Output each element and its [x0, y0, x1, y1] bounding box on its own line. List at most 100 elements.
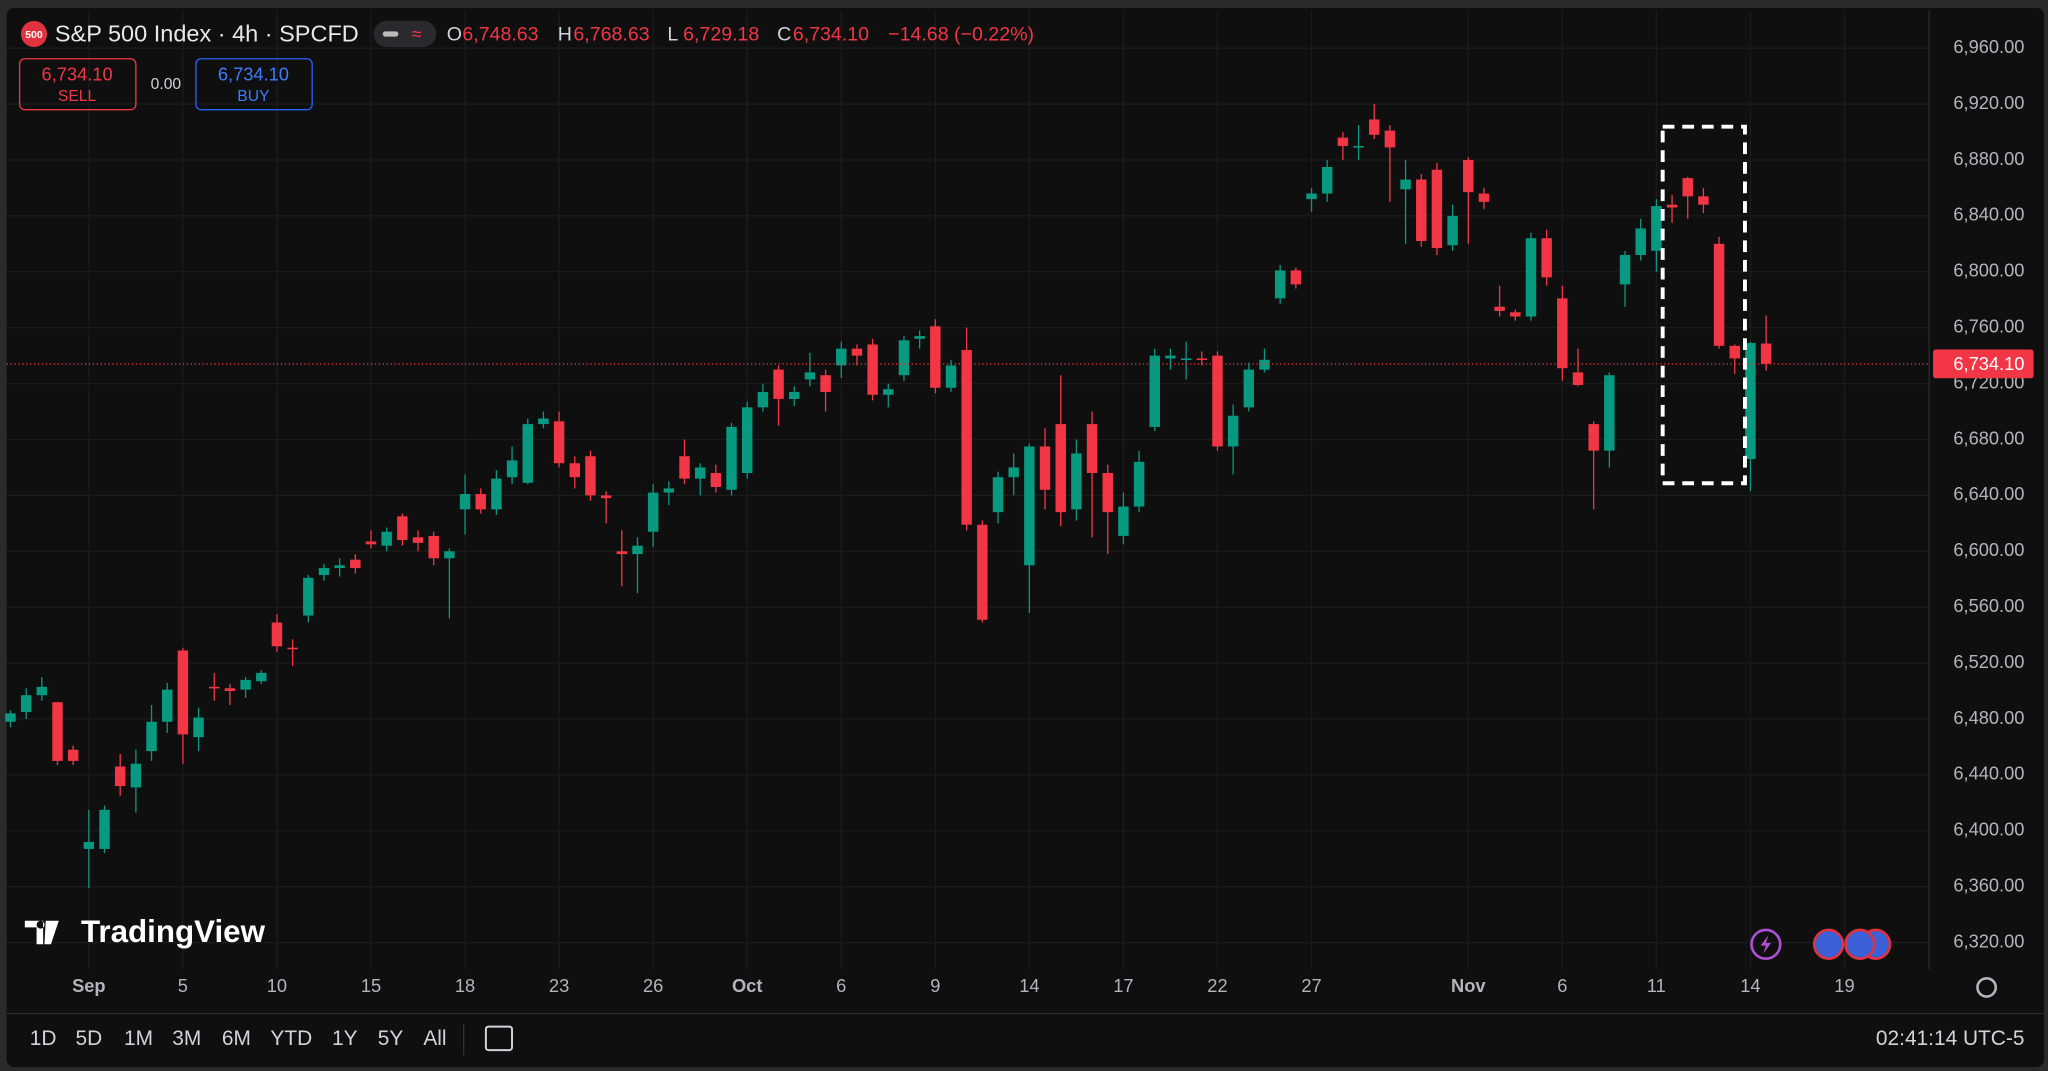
- y-tick-label: 6,640.00: [1953, 483, 2024, 504]
- toggle-icon: [382, 31, 399, 37]
- y-tick-label: 6,560.00: [1953, 595, 2024, 616]
- range-button[interactable]: YTD: [270, 1027, 312, 1050]
- range-button[interactable]: 1D: [30, 1027, 57, 1050]
- x-tick-label: 11: [1647, 975, 1666, 996]
- candle-body: [130, 763, 142, 788]
- candle-body: [365, 541, 377, 545]
- candle-body: [318, 568, 330, 576]
- x-tick-label: 9: [930, 975, 940, 996]
- range-button[interactable]: 5D: [75, 1027, 102, 1050]
- settings-icon[interactable]: [1976, 976, 1998, 998]
- candle-body: [1243, 369, 1255, 408]
- candle-body: [1227, 415, 1239, 447]
- highlight-box: [1660, 124, 1747, 486]
- candle-body: [1118, 506, 1129, 536]
- y-tick-label: 6,360.00: [1953, 875, 2024, 896]
- candle-body: [475, 493, 486, 510]
- ohlc-letter: C: [777, 23, 791, 45]
- candle-body: [1416, 179, 1427, 242]
- candle-body: [945, 365, 957, 388]
- goto-date-icon[interactable]: [484, 1025, 513, 1052]
- symbol-badge: [20, 20, 48, 48]
- candle-body: [553, 421, 565, 464]
- x-tick-label: 26: [643, 975, 663, 996]
- candle-body: [1619, 255, 1631, 285]
- y-tick-label: 6,400.00: [1953, 819, 2024, 840]
- event-flag[interactable]: [1812, 928, 1845, 960]
- events-icon: [1760, 935, 1772, 954]
- buy-price: 6,734.10: [218, 64, 289, 85]
- y-tick-label: 6,320.00: [1953, 930, 2024, 951]
- candle-body: [1102, 473, 1113, 513]
- candle-body: [1306, 193, 1317, 200]
- candle-body: [506, 460, 518, 478]
- range-button[interactable]: 1Y: [332, 1027, 358, 1050]
- candle-body: [851, 348, 863, 356]
- x-tick-label: 19: [1834, 975, 1854, 996]
- x-tick-label: Oct: [732, 975, 762, 996]
- candle-body: [5, 713, 16, 722]
- candle-body: [1024, 446, 1035, 566]
- candle-body: [1384, 130, 1396, 148]
- candle-body: [350, 559, 361, 569]
- y-tick-label: 6,800.00: [1953, 260, 2024, 281]
- range-button[interactable]: 5Y: [378, 1027, 404, 1050]
- logo-mark: [24, 920, 59, 945]
- candle-body: [804, 372, 816, 380]
- x-tick-label: Sep: [72, 975, 106, 996]
- candle-body: [1321, 166, 1333, 194]
- x-tick-label: 18: [455, 975, 475, 996]
- candle-body: [1086, 424, 1098, 474]
- candle-body: [1666, 204, 1678, 208]
- candle-body: [710, 473, 722, 487]
- candle-body: [1133, 461, 1145, 507]
- candle-body: [224, 688, 236, 692]
- y-tick-label: 6,920.00: [1953, 92, 2024, 113]
- candle-body: [616, 551, 628, 555]
- candles: [5, 104, 1930, 889]
- toggle[interactable]: [373, 20, 437, 48]
- candle-body: [585, 456, 596, 496]
- candle-body: [694, 467, 706, 479]
- candle-body: [1212, 355, 1223, 447]
- toggle-icon: ≈: [412, 23, 422, 44]
- buy-button[interactable]: [195, 58, 313, 111]
- x-tick-label: 6: [836, 975, 846, 996]
- candle-body: [1196, 358, 1208, 360]
- range-button[interactable]: 6M: [222, 1027, 251, 1050]
- ohlc-letter: L: [667, 23, 678, 45]
- events-icon[interactable]: [1750, 928, 1782, 960]
- range-button[interactable]: All: [423, 1027, 446, 1050]
- last-price-label: 6,734.10: [1953, 353, 2024, 374]
- candle-body: [381, 531, 392, 546]
- candle-body: [992, 477, 1004, 513]
- ohlc-letter: O: [447, 23, 462, 45]
- range-button[interactable]: 3M: [172, 1027, 201, 1050]
- candle-body: [726, 426, 737, 490]
- range-button[interactable]: 1M: [124, 1027, 153, 1050]
- candle-body: [412, 537, 424, 543]
- candle-body: [52, 702, 63, 761]
- candle-body: [789, 391, 800, 399]
- candle-body: [1290, 270, 1302, 285]
- y-tick-label: 6,880.00: [1953, 148, 2024, 169]
- x-tick-label: 23: [549, 975, 569, 996]
- x-tick-label: Nov: [1451, 975, 1486, 996]
- sell-button[interactable]: [18, 58, 137, 111]
- candle-body: [977, 524, 988, 620]
- candle-body: [444, 551, 455, 559]
- candle-body: [67, 749, 79, 761]
- candle-body: [600, 495, 612, 499]
- candle-body: [1259, 359, 1270, 370]
- ohlc-value: 6,729.18: [683, 23, 759, 45]
- candle-body: [836, 348, 847, 366]
- candle-body: [1494, 306, 1505, 311]
- range-buttons: 1D 5D 1M 3M 6M YTD 1Y 5Y All: [30, 1027, 447, 1050]
- candle-body: [820, 375, 831, 392]
- event-flag[interactable]: [1844, 928, 1876, 960]
- candle-body: [1572, 372, 1584, 385]
- y-tick-label: 6,840.00: [1953, 204, 2024, 225]
- candle-body: [83, 841, 95, 849]
- candle-body: [1165, 355, 1176, 359]
